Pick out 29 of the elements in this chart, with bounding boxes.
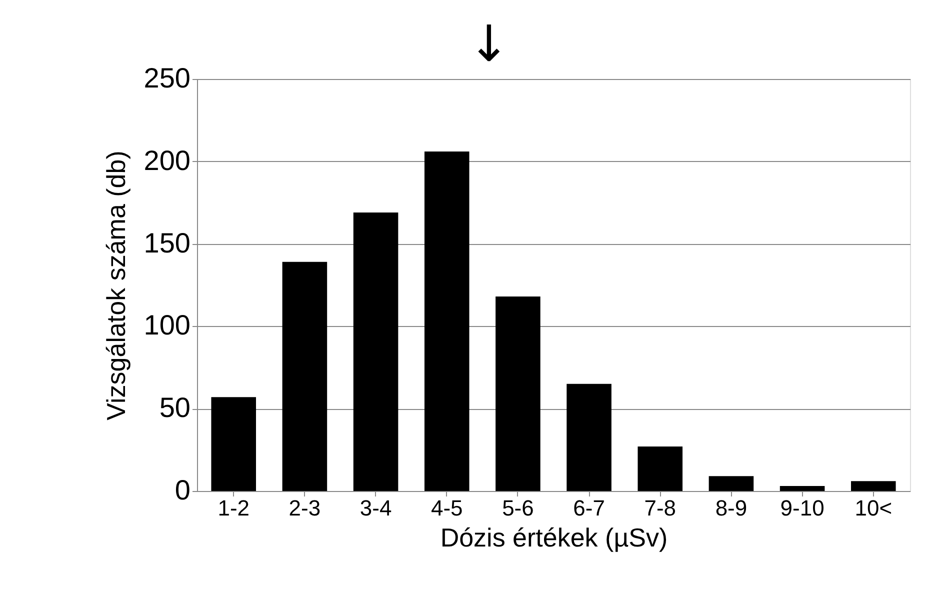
y-tick-label: 200 (144, 144, 190, 176)
x-tick-label: 1-2 (218, 496, 250, 520)
y-tick-label: 50 (159, 392, 190, 424)
x-tick-label: 8-9 (715, 496, 748, 520)
bar (638, 446, 683, 491)
y-axis-title: Vizsgálatok száma (db) (100, 150, 131, 420)
bar (780, 486, 825, 491)
y-tick-label: 100 (144, 310, 190, 341)
bar (282, 262, 328, 491)
x-tick-label: 7-8 (644, 496, 676, 520)
bar (211, 397, 256, 491)
x-tick-label: 4-5 (430, 496, 463, 520)
bar (496, 296, 540, 491)
x-axis-title: Dózis értékek (µSv) (440, 522, 668, 552)
x-tick-label: 10< (854, 496, 892, 520)
x-tick-label: 2-3 (288, 496, 321, 520)
y-tick-label: 250 (144, 62, 190, 94)
text: ↓ (468, 15, 510, 73)
x-tick-label: 6-7 (573, 496, 605, 520)
bar (353, 212, 398, 491)
bar (851, 481, 896, 491)
y-tick-label: 0 (174, 474, 190, 506)
y-tick-label: 150 (144, 227, 190, 258)
bar (708, 476, 754, 491)
x-tick-label: 5-6 (502, 496, 534, 520)
bar (424, 152, 470, 491)
x-tick-label: 3-4 (360, 496, 392, 520)
bar (566, 384, 612, 491)
x-tick-label: 9-10 (780, 496, 824, 520)
